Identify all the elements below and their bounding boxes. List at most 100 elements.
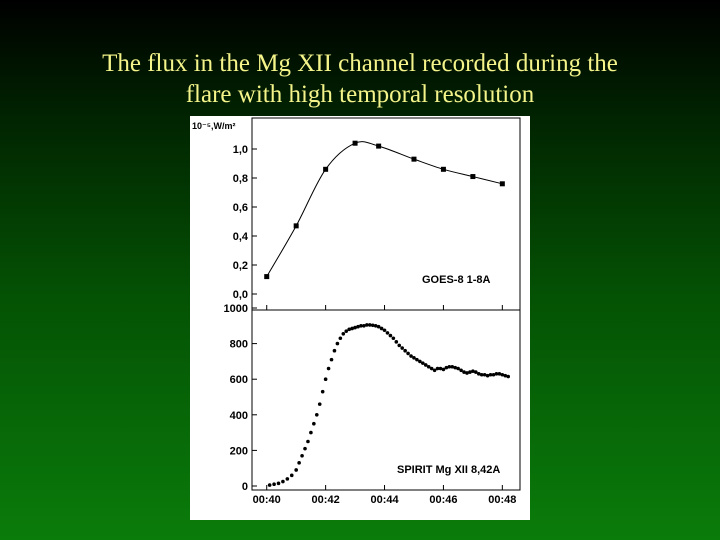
spirit-point bbox=[482, 372, 487, 377]
spirit-point bbox=[471, 369, 475, 373]
spirit-point bbox=[474, 370, 478, 374]
spirit-point bbox=[385, 331, 390, 335]
slide-title-line-2: flare with high temporal resolution bbox=[185, 81, 535, 108]
spirit-panel-frame bbox=[251, 309, 521, 491]
spirit-x-tick-label: 00:40 bbox=[253, 494, 281, 506]
spirit-point bbox=[397, 343, 402, 348]
spirit-point bbox=[412, 356, 416, 360]
spirit-point bbox=[485, 373, 490, 378]
spirit-point bbox=[409, 354, 413, 358]
spirit-point bbox=[468, 370, 472, 374]
spirit-point bbox=[418, 359, 422, 364]
goes-y-tick-label: 0,8 bbox=[233, 173, 248, 185]
spirit-point bbox=[368, 323, 372, 327]
spirit-point bbox=[267, 483, 272, 487]
spirit-point bbox=[297, 461, 301, 465]
goes-point bbox=[470, 174, 476, 180]
spirit-point bbox=[459, 368, 463, 373]
spirit-point bbox=[326, 366, 331, 371]
spirit-point bbox=[462, 370, 466, 374]
chart-card: 10⁻⁵,W/m² GOES-8 1-8A 0,0 0,2 0,4 0,6 0,8 1,0… bbox=[190, 116, 530, 520]
spirit-point bbox=[370, 323, 375, 328]
spirit-point bbox=[447, 364, 452, 369]
goes-y-tick-label: 0,6 bbox=[233, 202, 248, 214]
goes-series-line bbox=[266, 141, 503, 277]
goes-y-unit-label: 10⁻⁵,W/m² bbox=[192, 121, 235, 131]
spirit-point bbox=[488, 372, 493, 377]
spirit-point bbox=[365, 323, 369, 327]
spirit-point bbox=[376, 324, 381, 329]
spirit-point bbox=[312, 421, 316, 426]
spirit-point bbox=[429, 366, 434, 371]
spirit-point bbox=[329, 357, 334, 362]
spirit-point bbox=[444, 365, 449, 370]
goes-y-tick-label: 0,4 bbox=[233, 231, 249, 243]
spirit-point bbox=[332, 348, 337, 353]
spirit-panel: SPIRIT Mg XII 8,42A 0 200 400 600 800 1000 00:… bbox=[224, 303, 521, 506]
goes-point bbox=[440, 166, 446, 172]
spirit-x-tick-label: 00:44 bbox=[370, 494, 399, 506]
spirit-point bbox=[391, 336, 396, 341]
spirit-point bbox=[406, 351, 410, 356]
spirit-annotation: SPIRIT Mg XII 8,42A bbox=[397, 464, 500, 476]
spirit-point bbox=[453, 365, 458, 370]
goes-point bbox=[264, 274, 270, 280]
spirit-point bbox=[450, 364, 455, 369]
spirit-point bbox=[341, 332, 346, 336]
spirit-point bbox=[344, 329, 349, 333]
goes-point bbox=[352, 140, 358, 146]
goes-point bbox=[411, 156, 417, 162]
spirit-point bbox=[303, 446, 307, 451]
spirit-point bbox=[353, 325, 357, 330]
spirit-point bbox=[476, 372, 481, 376]
spirit-point bbox=[382, 328, 387, 333]
spirit-point bbox=[465, 371, 469, 375]
flux-chart: 10⁻⁵,W/m² GOES-8 1-8A 0,0 0,2 0,4 0,6 0,8 1,0… bbox=[192, 117, 521, 506]
spirit-y-tick-label: 200 bbox=[230, 445, 248, 457]
spirit-x-tick-label: 00:48 bbox=[488, 494, 516, 506]
spirit-point bbox=[394, 340, 399, 344]
spirit-point bbox=[497, 372, 502, 376]
spirit-point bbox=[415, 357, 419, 362]
spirit-point bbox=[272, 482, 276, 487]
spirit-point bbox=[373, 324, 378, 328]
spirit-point bbox=[438, 366, 443, 371]
spirit-point bbox=[403, 348, 407, 353]
spirit-point bbox=[350, 326, 354, 331]
goes-y-tick-label: 0,0 bbox=[233, 289, 248, 301]
spirit-y-tick-label: 0 bbox=[242, 481, 248, 493]
spirit-point bbox=[338, 336, 343, 341]
spirit-point bbox=[435, 366, 440, 371]
spirit-point bbox=[441, 367, 446, 372]
spirit-point bbox=[503, 373, 508, 378]
spirit-point bbox=[317, 402, 322, 406]
goes-point bbox=[323, 166, 329, 172]
spirit-point bbox=[456, 366, 460, 371]
spirit-point bbox=[359, 324, 363, 328]
spirit-x-tick-label: 00:46 bbox=[429, 494, 457, 506]
spirit-point bbox=[289, 473, 294, 478]
spirit-point bbox=[320, 389, 325, 394]
spirit-point bbox=[314, 413, 319, 417]
spirit-point bbox=[421, 361, 425, 365]
spirit-point bbox=[362, 324, 366, 328]
spirit-point bbox=[306, 439, 310, 444]
goes-point bbox=[376, 143, 382, 149]
goes-y-tick-label: 1,0 bbox=[233, 144, 248, 156]
spirit-point bbox=[347, 327, 351, 332]
spirit-point bbox=[335, 341, 340, 346]
goes-point bbox=[293, 223, 299, 229]
spirit-y-tick-label: 400 bbox=[230, 410, 248, 422]
spirit-point bbox=[491, 372, 496, 377]
spirit-point bbox=[400, 346, 404, 350]
spirit-y-tick-label: 1000 bbox=[224, 303, 248, 315]
spirit-point bbox=[479, 372, 484, 377]
spirit-point bbox=[432, 368, 437, 373]
spirit-point bbox=[276, 481, 281, 486]
goes-y-tick-label: 0,2 bbox=[233, 260, 248, 272]
spirit-y-tick-label: 800 bbox=[230, 339, 248, 351]
slide-title: The flux in the Mg XII channel recorded … bbox=[0, 48, 720, 110]
spirit-point bbox=[388, 333, 393, 338]
spirit-point bbox=[423, 363, 428, 367]
slide-title-line-1: The flux in the Mg XII channel recorded … bbox=[102, 50, 618, 77]
